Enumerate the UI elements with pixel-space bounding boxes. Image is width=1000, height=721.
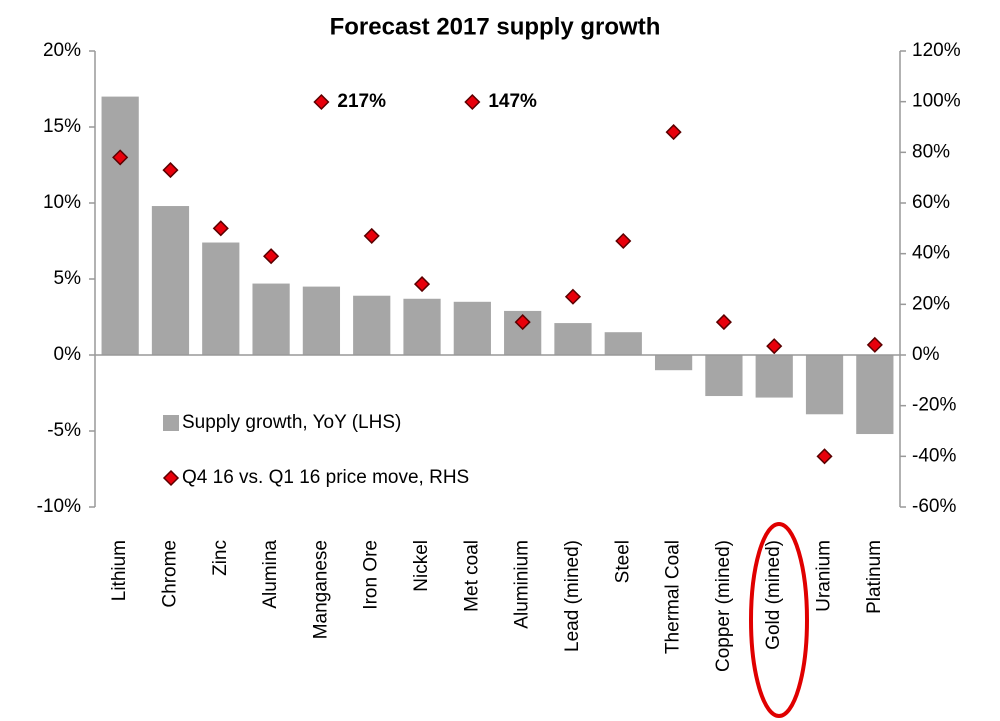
bar (302, 286, 341, 355)
legend-label: Q4 16 vs. Q1 16 price move, RHS (182, 467, 469, 488)
bar (252, 283, 290, 355)
marker (263, 248, 280, 265)
bar (403, 298, 441, 355)
y-tick-label: -5% (47, 420, 81, 441)
bar (654, 355, 693, 371)
marker (564, 288, 582, 305)
bar (151, 206, 190, 355)
marker (212, 220, 229, 237)
x-tick-label: Platinum (864, 540, 885, 614)
y2-tick-label: -20% (912, 395, 956, 416)
bar (604, 332, 642, 355)
y-tick-label: 20% (43, 40, 81, 61)
legend-label: Supply growth, YoY (LHS) (182, 412, 401, 433)
y2-tick-label: 80% (912, 141, 950, 162)
annotation-marker (464, 93, 481, 111)
bar (453, 301, 491, 355)
y2-tick-label: 40% (912, 243, 950, 264)
y-tick-label: 5% (54, 268, 82, 289)
marker (816, 448, 833, 465)
bar (101, 96, 139, 355)
y2-tick-label: -60% (912, 496, 956, 517)
highlight-circle (749, 522, 809, 718)
x-tick-label: Copper (mined) (713, 540, 734, 672)
x-tick-label: Steel (612, 540, 633, 583)
bar (705, 355, 743, 397)
y2-tick-label: 0% (912, 344, 940, 365)
legend-swatch (162, 469, 180, 487)
y-tick-label: 0% (54, 344, 82, 365)
x-tick-label: Manganese (310, 540, 331, 639)
chart-title: Forecast 2017 supply growth (330, 13, 661, 40)
bar (856, 355, 894, 435)
x-tick-label: Thermal Coal (663, 540, 684, 654)
y2-tick-label: 100% (912, 91, 961, 112)
marker (514, 314, 531, 331)
x-tick-label: Uranium (814, 540, 835, 612)
x-tick-label: Chrome (159, 540, 180, 608)
bar (202, 242, 240, 355)
x-tick-label: Lead (mined) (562, 540, 583, 652)
y-tick-label: 15% (43, 116, 81, 137)
y-tick-label: -10% (37, 496, 81, 517)
marker (665, 124, 682, 141)
x-tick-label: Nickel (411, 540, 432, 592)
x-tick-label: Zinc (210, 540, 231, 576)
x-tick-label: Met coal (461, 540, 482, 612)
annotation: 217% (337, 91, 386, 112)
y2-tick-label: -40% (912, 445, 956, 466)
legend-swatch (163, 415, 179, 431)
annotation-marker (313, 93, 330, 111)
marker (363, 227, 380, 244)
x-tick-label: Aluminium (512, 540, 533, 629)
marker (112, 149, 129, 166)
x-tick-label: Iron Ore (361, 540, 382, 610)
y-tick-label: 10% (43, 192, 81, 213)
marker (766, 338, 783, 355)
bar (554, 323, 592, 355)
x-tick-label: Gold (mined) (763, 540, 784, 650)
marker (715, 314, 732, 331)
bar (805, 355, 844, 415)
annotation: 147% (488, 91, 537, 112)
marker (162, 162, 179, 179)
marker (413, 276, 431, 293)
y2-tick-label: 20% (912, 293, 950, 314)
marker (866, 336, 883, 353)
y2-tick-label: 120% (912, 40, 961, 61)
bar (755, 355, 793, 398)
x-tick-label: Alumina (260, 540, 281, 609)
y2-tick-label: 60% (912, 192, 950, 213)
bar (353, 295, 391, 355)
marker (615, 232, 632, 250)
x-tick-label: Lithium (109, 540, 130, 601)
